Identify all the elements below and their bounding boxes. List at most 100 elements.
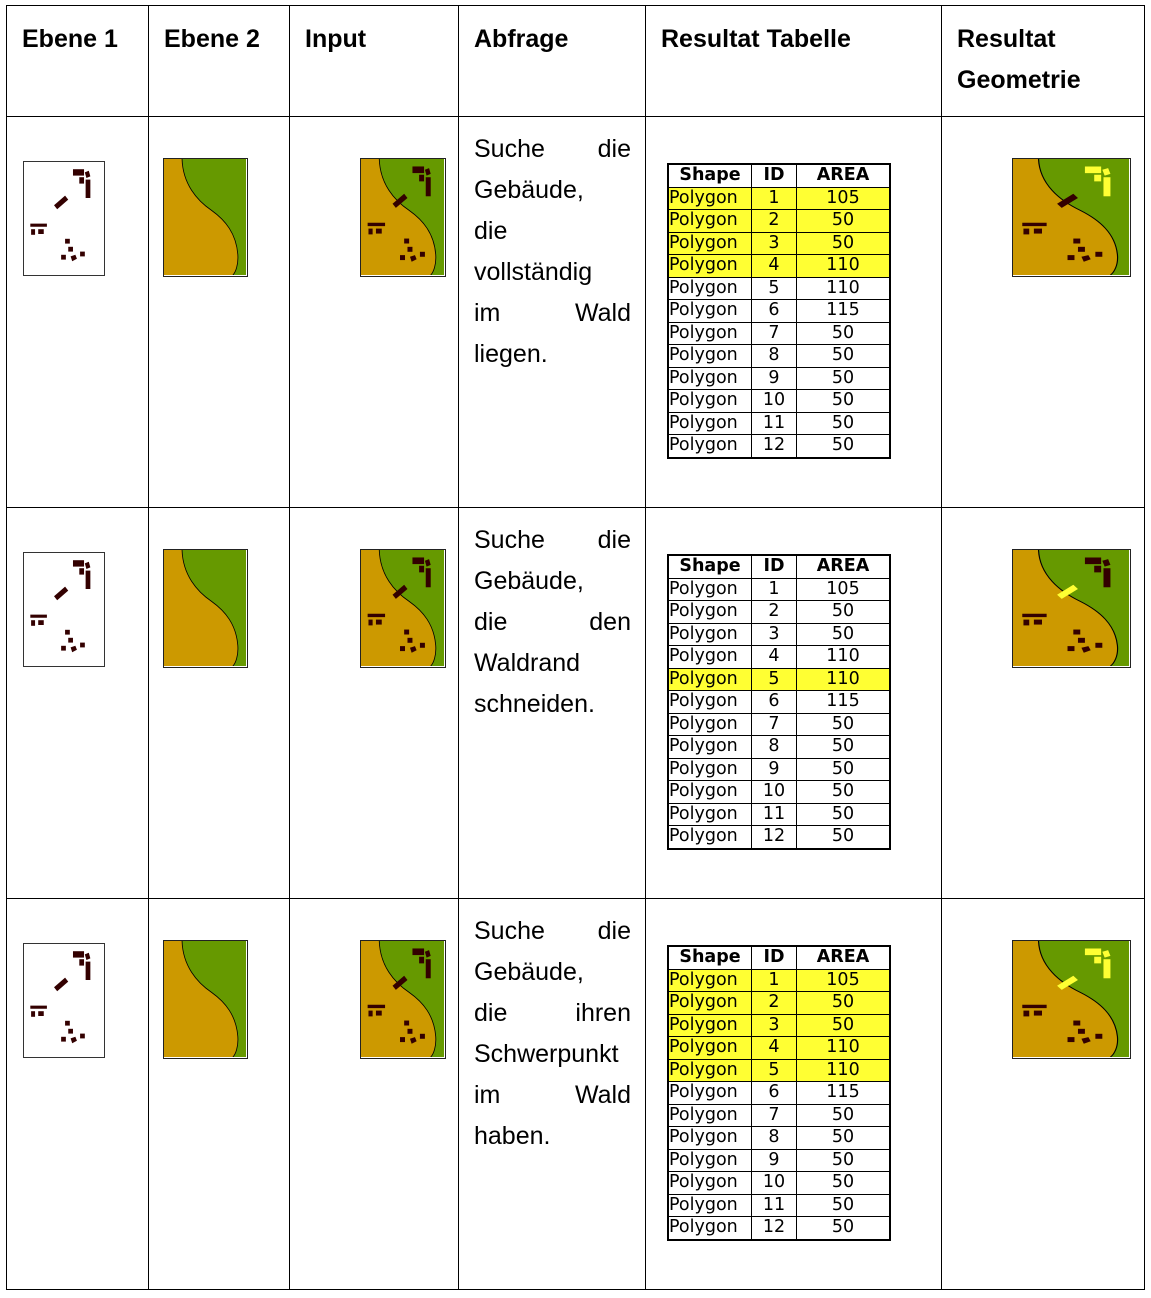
cell-id: 2 xyxy=(751,600,797,624)
cell-shape: Polygon xyxy=(667,276,752,300)
query-text-line: Gebäude, xyxy=(474,958,584,986)
cell-shape: Polygon xyxy=(667,321,752,345)
layer2-forest-map xyxy=(163,549,248,668)
result-attribute-table: Shape ID AREA Polygon 1 105 Polygon 2 50 Polygon 3… xyxy=(667,554,891,850)
cell-area: 50 xyxy=(796,434,891,458)
input-overlay-map xyxy=(360,549,446,668)
table-row: Polygon 5 110 xyxy=(667,276,891,300)
query-text-line: Schwerpunkt xyxy=(474,1040,619,1068)
cell-area: 110 xyxy=(796,254,891,278)
query-description: Suche die Gebäude, die vollständig im Wald li… xyxy=(459,117,645,375)
table-row: Polygon 2 50 xyxy=(667,991,891,1015)
cell-shape: Polygon xyxy=(667,1171,752,1195)
table-row: Polygon 10 50 xyxy=(667,389,891,413)
table-row: Polygon 4 110 xyxy=(667,1036,891,1060)
cell-id: 12 xyxy=(751,1216,797,1240)
column-header: Shape xyxy=(667,554,752,579)
table-row: Polygon 10 50 xyxy=(667,1171,891,1195)
table-row: Polygon 2 50 xyxy=(667,600,891,624)
query-text-line: Suche die xyxy=(474,135,631,163)
cell-id: 8 xyxy=(751,735,797,759)
table-row: Polygon 1 105 xyxy=(667,968,891,992)
header-resultat-tabelle: Resultat Tabelle xyxy=(645,5,942,117)
layer2-forest-map xyxy=(163,158,248,277)
table-row: Polygon 11 50 xyxy=(667,802,891,826)
cell-id: 5 xyxy=(751,1058,797,1082)
layer1-buildings-map xyxy=(23,161,105,276)
cell-shape: Polygon xyxy=(667,299,752,323)
cell-id: 11 xyxy=(751,1193,797,1217)
table-row: Polygon 2 50 xyxy=(667,209,891,233)
cell-id: 11 xyxy=(751,802,797,826)
cell-area: 50 xyxy=(796,991,891,1015)
table-row: Polygon 9 50 xyxy=(667,1148,891,1172)
cell-id: 7 xyxy=(751,321,797,345)
cell-id: 4 xyxy=(751,645,797,669)
cell-shape: Polygon xyxy=(667,577,752,601)
cell-id: 6 xyxy=(751,690,797,714)
query-text-line: im Wald xyxy=(474,299,631,327)
cell-area: 105 xyxy=(796,186,891,210)
query-text-line: Gebäude, xyxy=(474,176,584,204)
cell-area: 115 xyxy=(796,1081,891,1105)
cell-id: 8 xyxy=(751,344,797,368)
cell-shape: Polygon xyxy=(667,1193,752,1217)
table-row: Polygon 3 50 xyxy=(667,622,891,646)
table-row: Polygon 9 50 xyxy=(667,757,891,781)
result-geometry-map xyxy=(1012,549,1131,668)
table-row: Polygon 8 50 xyxy=(667,1126,891,1150)
cell-id: 6 xyxy=(751,1081,797,1105)
cell-id: 2 xyxy=(751,209,797,233)
query-description: Suche die Gebäude, die den Waldrand schneide… xyxy=(459,508,645,725)
cell-shape: Polygon xyxy=(667,712,752,736)
query-text-line: schneiden. xyxy=(474,690,595,718)
cell-id: 6 xyxy=(751,299,797,323)
cell-area: 50 xyxy=(796,1103,891,1127)
input-overlay-map xyxy=(360,158,446,277)
cell-area: 110 xyxy=(796,1036,891,1060)
cell-id: 3 xyxy=(751,1013,797,1037)
query-text-line: die xyxy=(474,217,508,245)
result-table-header: Shape ID AREA xyxy=(667,945,891,970)
cell-shape: Polygon xyxy=(667,411,752,435)
cell-area: 50 xyxy=(796,780,891,804)
table-row: Polygon 10 50 xyxy=(667,780,891,804)
cell-id: 1 xyxy=(751,968,797,992)
table-row: Polygon 4 110 xyxy=(667,645,891,669)
result-geometry-map xyxy=(1012,940,1131,1059)
cell-shape: Polygon xyxy=(667,231,752,255)
cell-id: 1 xyxy=(751,186,797,210)
table-row: Polygon 9 50 xyxy=(667,366,891,390)
table-row: Polygon 3 50 xyxy=(667,231,891,255)
table-row: Polygon 12 50 xyxy=(667,1216,891,1240)
cell-area: 50 xyxy=(796,1193,891,1217)
query-row-3: Suche die Gebäude, die ihren Schwerpunkt im … xyxy=(6,898,1145,1290)
cell-shape: Polygon xyxy=(667,389,752,413)
cell-shape: Polygon xyxy=(667,667,752,691)
cell-shape: Polygon xyxy=(667,1126,752,1150)
column-header: AREA xyxy=(796,554,891,579)
query-row-1: Suche die Gebäude, die vollständig im Wald li… xyxy=(6,116,1145,508)
query-text-line: vollständig xyxy=(474,258,593,286)
layer1-buildings-map xyxy=(23,552,105,667)
column-header: AREA xyxy=(796,945,891,970)
cell-area: 50 xyxy=(796,1148,891,1172)
column-header: Shape xyxy=(667,945,752,970)
table-row: Polygon 4 110 xyxy=(667,254,891,278)
cell-shape: Polygon xyxy=(667,802,752,826)
cell-id: 7 xyxy=(751,1103,797,1127)
cell-area: 50 xyxy=(796,1216,891,1240)
header-abfrage: Abfrage xyxy=(458,5,646,117)
cell-area: 110 xyxy=(796,645,891,669)
cell-shape: Polygon xyxy=(667,645,752,669)
result-table-header: Shape ID AREA xyxy=(667,163,891,188)
cell-shape: Polygon xyxy=(667,344,752,368)
cell-shape: Polygon xyxy=(667,1103,752,1127)
cell-area: 110 xyxy=(796,667,891,691)
query-text-line: Gebäude, xyxy=(474,567,584,595)
header-ebene-1: Ebene 1 xyxy=(6,5,149,117)
cell-id: 9 xyxy=(751,757,797,781)
cell-id: 12 xyxy=(751,434,797,458)
cell-shape: Polygon xyxy=(667,434,752,458)
cell-area: 115 xyxy=(796,299,891,323)
